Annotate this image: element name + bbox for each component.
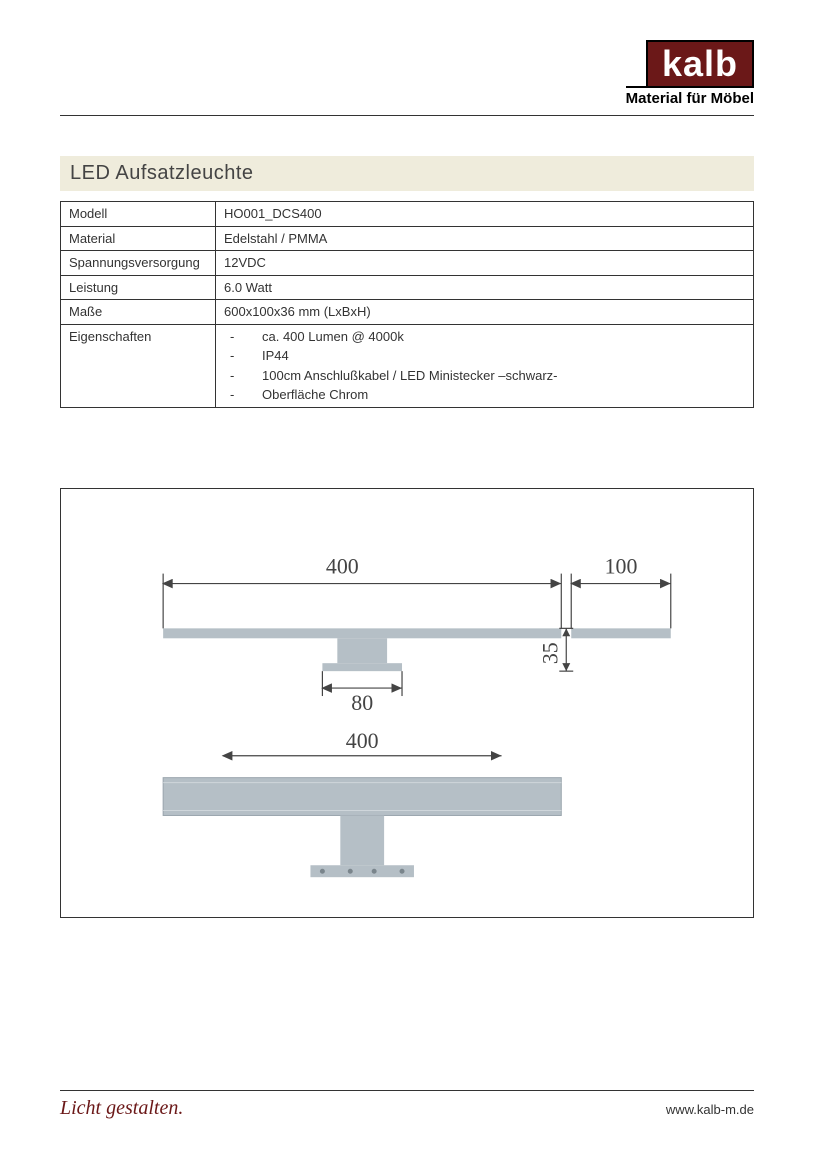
logo: kalb Material für Möbel [626,40,754,107]
footer-url: www.kalb-m.de [666,1102,754,1117]
spec-value: 6.0 Watt [216,275,754,300]
spec-value: 600x100x36 mm (LxBxH) [216,300,754,325]
property-item: IP44 [246,346,745,366]
property-item: ca. 400 Lumen @ 4000k [246,327,745,347]
dim-label: 35 [537,642,562,664]
spec-label: Spannungsversorgung [61,251,216,276]
table-row: Maße 600x100x36 mm (LxBxH) [61,300,754,325]
table-row: Modell HO001_DCS400 [61,202,754,227]
logo-box: kalb [646,40,754,86]
footer: Licht gestalten. www.kalb-m.de [60,1090,754,1120]
dim-label: 80 [351,689,373,714]
header: kalb Material für Möbel [60,40,754,107]
spec-label: Material [61,226,216,251]
spec-label: Eigenschaften [61,324,216,407]
spec-properties: ca. 400 Lumen @ 4000k IP44 100cm Anschlu… [216,324,754,407]
spec-table: Modell HO001_DCS400 Material Edelstahl /… [60,201,754,408]
table-row: Spannungsversorgung 12VDC [61,251,754,276]
header-divider [60,115,754,116]
dim-label: 400 [326,553,359,578]
technical-diagram: 400 100 35 80 [60,488,754,918]
table-row: Eigenschaften ca. 400 Lumen @ 4000k IP44… [61,324,754,407]
logo-tagline: Material für Möbel [626,86,754,107]
spec-label: Maße [61,300,216,325]
spec-label: Modell [61,202,216,227]
logo-brand: kalb [662,43,738,84]
property-item: Oberfläche Chrom [246,385,745,405]
property-item: 100cm Anschlußkabel / LED Ministecker –s… [246,366,745,386]
dim-label: 100 [605,553,638,578]
table-row: Material Edelstahl / PMMA [61,226,754,251]
spec-value: HO001_DCS400 [216,202,754,227]
table-row: Leistung 6.0 Watt [61,275,754,300]
spec-value: 12VDC [216,251,754,276]
footer-slogan: Licht gestalten. [60,1097,183,1120]
diagram-svg: 400 100 35 80 [61,489,753,917]
spec-label: Leistung [61,275,216,300]
page-title: LED Aufsatzleuchte [60,156,754,191]
dim-label: 400 [346,727,379,752]
spec-value: Edelstahl / PMMA [216,226,754,251]
footer-divider [60,1090,754,1091]
